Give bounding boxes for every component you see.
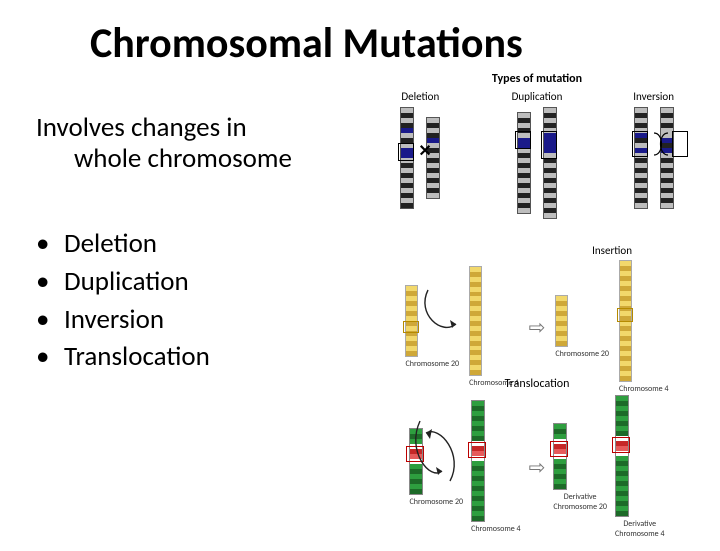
region-box bbox=[672, 131, 688, 157]
chromosome-result-b bbox=[619, 260, 632, 382]
panel-duplication: Duplication bbox=[482, 90, 592, 219]
chromosome-column: Derivative Chromosome 20 bbox=[553, 423, 607, 512]
intro-line1: Involves changes in bbox=[36, 112, 346, 143]
chromosome-source-b bbox=[469, 266, 482, 376]
list-item: •Duplication bbox=[36, 263, 210, 301]
bullet-text: Inversion bbox=[64, 301, 164, 339]
panel-label: Duplication bbox=[512, 90, 563, 103]
arrow-right-icon: ⇨ bbox=[529, 455, 546, 480]
chromosome-label: Derivative Chromosome 20 bbox=[553, 492, 607, 512]
chromosome-column: Chromosome 20 bbox=[555, 295, 609, 359]
chromosome-before bbox=[634, 107, 648, 209]
list-item: •Inversion bbox=[36, 301, 210, 339]
swap-arrows-icon bbox=[412, 411, 462, 501]
chromosome-column: Derivative Chromosome 4 bbox=[615, 395, 665, 539]
bullet-text: Deletion bbox=[64, 225, 157, 263]
region-box bbox=[550, 441, 568, 457]
chromosome-result-b bbox=[615, 395, 629, 517]
region-box bbox=[468, 442, 486, 458]
chromosome-label: Chromosome 4 bbox=[471, 524, 521, 534]
chromosome-column: Chromosome 4 bbox=[619, 260, 669, 394]
mutation-diagram: Types of mutation Deletion ✕ bbox=[362, 72, 712, 551]
panel-translocation: Translocation Chromosome 20 bbox=[362, 381, 712, 551]
bullet-dot: • bbox=[36, 225, 64, 263]
inversion-arrows-icon bbox=[650, 129, 672, 159]
bullet-dot: • bbox=[36, 263, 64, 301]
list-item: •Deletion bbox=[36, 225, 210, 263]
bullet-text: Duplication bbox=[64, 263, 189, 301]
intro-line2: whole chromosome bbox=[36, 143, 346, 174]
insertion-group: Chromosome 20 Chromosome 4 ⇨ bbox=[362, 244, 712, 394]
chromosome-after bbox=[543, 107, 557, 219]
intro-text: Involves changes in whole chromosome bbox=[36, 112, 346, 174]
list-item: •Translocation bbox=[36, 338, 210, 376]
bullet-dot: • bbox=[36, 338, 64, 376]
curve-arrow-icon bbox=[422, 274, 462, 344]
chromosome-result-a bbox=[555, 295, 568, 347]
chromosome-label: Chromosome 20 bbox=[405, 359, 459, 369]
chromosome-pair: ✕ bbox=[400, 107, 440, 209]
panel-inversion: Inversion bbox=[599, 90, 709, 209]
deletion-x-icon: ✕ bbox=[418, 141, 431, 161]
panel-label: Deletion bbox=[401, 90, 439, 103]
chromosome-pair bbox=[517, 107, 557, 219]
panel-label: Inversion bbox=[633, 90, 674, 103]
region-box bbox=[612, 437, 630, 453]
chromosome-source-a bbox=[405, 285, 418, 357]
bullet-dot: • bbox=[36, 301, 64, 339]
chromosome-column: Chromosome 4 bbox=[469, 266, 519, 388]
chromosome-before bbox=[400, 107, 414, 209]
panel-label: Translocation bbox=[505, 377, 570, 391]
panel-insertion: Insertion Chromosome 20 bbox=[362, 244, 712, 379]
figure-heading: Types of mutation bbox=[362, 72, 712, 86]
chromosome-column: Chromosome 4 bbox=[471, 400, 521, 534]
chromosome-pair bbox=[634, 107, 674, 209]
panel-deletion: Deletion ✕ bbox=[365, 90, 475, 209]
chromosome-label: Derivative Chromosome 4 bbox=[615, 519, 665, 539]
panel-label: Insertion bbox=[592, 244, 632, 257]
page-title: Chromosomal Mutations bbox=[90, 18, 523, 69]
bullet-list: •Deletion •Duplication •Inversion •Trans… bbox=[36, 225, 210, 376]
chromosome-before bbox=[517, 112, 531, 214]
bullet-text: Translocation bbox=[64, 338, 210, 376]
arrow-right-icon: ⇨ bbox=[529, 315, 546, 340]
top-panels: Deletion ✕ D bbox=[362, 90, 712, 240]
chromosome-label: Chromosome 20 bbox=[555, 349, 609, 359]
chromosome-source-b bbox=[471, 400, 485, 522]
